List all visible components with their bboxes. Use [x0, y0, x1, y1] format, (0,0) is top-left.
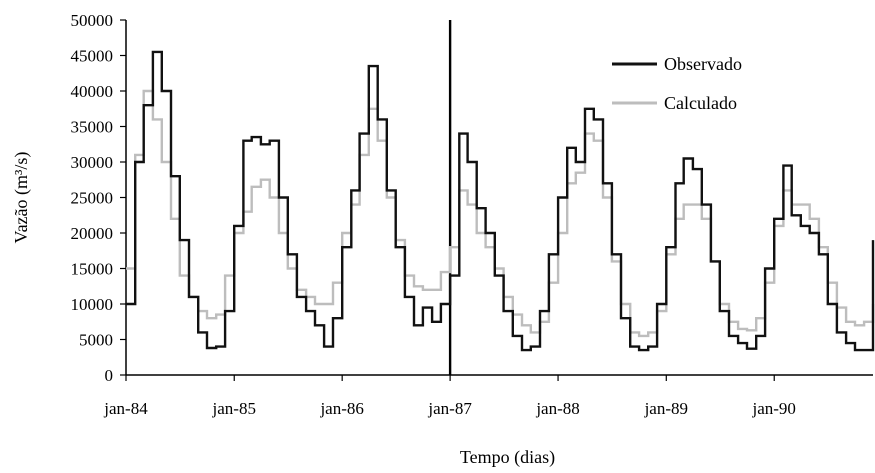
- y-tick-label: 10000: [71, 295, 114, 314]
- y-tick-label: 15000: [71, 260, 114, 279]
- legend-label-observado: Observado: [664, 54, 742, 74]
- series-line-observado: [126, 50, 875, 352]
- x-tick-label: jan-85: [212, 399, 256, 418]
- y-tick-label: 35000: [71, 118, 114, 137]
- x-axis-title: Tempo (dias): [460, 447, 555, 468]
- y-tick-label: 30000: [71, 153, 114, 172]
- x-tick-label: jan-84: [103, 399, 148, 418]
- y-tick-label: 0: [105, 366, 114, 385]
- y-tick-label: 40000: [71, 82, 114, 101]
- y-tick-label: 20000: [71, 224, 114, 243]
- x-tick-label: jan-88: [535, 399, 579, 418]
- series-line-calculado: [126, 89, 875, 338]
- x-tick-label: jan-86: [319, 399, 363, 418]
- x-tick-label: jan-89: [644, 399, 688, 418]
- x-tick-label: jan-90: [752, 399, 796, 418]
- y-tick-label: 25000: [71, 189, 114, 208]
- y-axis-title: Vazão (m³/s): [11, 152, 32, 244]
- x-tick-label: jan-87: [427, 399, 472, 418]
- y-tick-label: 45000: [71, 47, 114, 66]
- y-tick-label: 5000: [79, 331, 113, 350]
- legend-label-calculado: Calculado: [664, 93, 737, 113]
- y-tick-label: 50000: [71, 11, 114, 30]
